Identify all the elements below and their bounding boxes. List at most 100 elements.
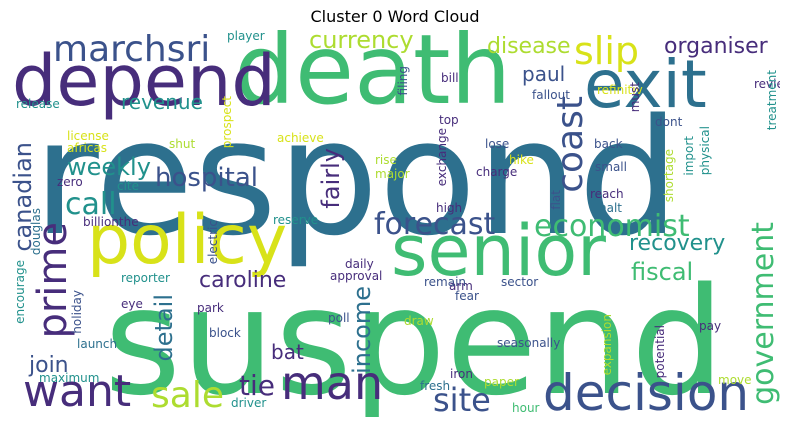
word-potential: potential bbox=[653, 325, 667, 379]
word-income: income bbox=[348, 286, 376, 374]
word-prospect: prospect bbox=[220, 96, 234, 149]
word-hospital: hospital bbox=[155, 163, 259, 193]
word-encourage: encourage bbox=[13, 260, 27, 324]
word-approval: approval bbox=[330, 269, 383, 283]
word-rise: rise bbox=[375, 153, 397, 167]
word-africas: africas bbox=[67, 141, 108, 155]
word-block: block bbox=[209, 326, 241, 340]
word-site: site bbox=[433, 381, 491, 417]
word-bill: bill bbox=[441, 71, 459, 85]
word-forecast: forecast bbox=[374, 207, 496, 242]
word-coast: coast bbox=[550, 96, 591, 193]
word-government: government bbox=[746, 222, 780, 405]
word-player: player bbox=[227, 30, 265, 43]
word-man: man bbox=[281, 356, 384, 410]
word-bat: bat bbox=[271, 340, 304, 364]
word-eye: eye bbox=[121, 297, 143, 311]
word-release: release bbox=[16, 97, 60, 111]
word-treatment: treatment bbox=[765, 70, 779, 131]
word-decision: decision bbox=[543, 364, 750, 417]
word-charge: charge bbox=[476, 165, 518, 179]
word-seasonally: seasonally bbox=[497, 336, 561, 350]
word-reserve: reserve bbox=[273, 213, 319, 227]
word-park: park bbox=[197, 301, 224, 315]
word-move: move bbox=[718, 373, 752, 387]
word-zero: zero bbox=[57, 175, 83, 189]
word-economist: economist bbox=[534, 209, 690, 244]
word-cite: cite bbox=[117, 179, 140, 193]
word-billionthe: billionthe bbox=[83, 215, 139, 229]
word-driver: driver bbox=[231, 396, 267, 410]
word-import: import bbox=[682, 136, 696, 176]
word-iron: iron bbox=[450, 367, 473, 381]
word-join: join bbox=[29, 353, 69, 378]
word-physical: physical bbox=[698, 126, 712, 176]
word-shut: shut bbox=[169, 137, 196, 151]
word-arm: arm bbox=[449, 279, 473, 293]
word-sector: sector bbox=[501, 275, 539, 289]
word-daily: daily bbox=[345, 257, 374, 271]
word-shortage: shortage bbox=[662, 149, 676, 203]
word-remain: remain bbox=[424, 275, 467, 289]
word-holiday: holiday bbox=[70, 290, 84, 334]
word-organiser: organiser bbox=[664, 34, 768, 59]
word-marchsri: marchsri bbox=[53, 30, 211, 70]
word-policy: policy bbox=[87, 201, 288, 280]
word-tie: tie bbox=[239, 369, 275, 402]
word-lose: lose bbox=[485, 137, 510, 151]
word-respond: respond bbox=[33, 84, 680, 271]
word-halt: halt bbox=[599, 201, 622, 215]
word-expansion: expansion bbox=[600, 314, 614, 376]
word-depend: depend bbox=[12, 40, 276, 122]
word-reach: reach bbox=[590, 187, 624, 201]
word-caroline: caroline bbox=[199, 268, 287, 293]
word-hour: hour bbox=[512, 401, 540, 415]
word-dont: dont bbox=[655, 115, 683, 129]
word-reporter: reporter bbox=[121, 271, 170, 285]
word-exchange: exchange bbox=[435, 128, 449, 187]
word-disease: disease bbox=[487, 34, 571, 59]
word-senior: senior bbox=[391, 210, 606, 292]
word-major: major bbox=[375, 167, 410, 181]
word-fiscal: fiscal bbox=[631, 258, 694, 286]
word-high: high bbox=[436, 201, 463, 215]
word-license: license bbox=[67, 129, 109, 143]
word-review: review bbox=[754, 77, 780, 91]
word-weekly: weekly bbox=[67, 153, 151, 181]
word-top: top bbox=[439, 113, 459, 127]
word-achieve: achieve bbox=[277, 131, 324, 145]
word-revenue: revenue bbox=[121, 90, 203, 114]
word-poll: poll bbox=[328, 311, 350, 325]
word-currency: currency bbox=[309, 30, 414, 54]
word-launch: launch bbox=[77, 337, 118, 351]
word-paper: paper bbox=[484, 375, 519, 389]
word-slip: slip bbox=[574, 30, 640, 73]
word-fairly: fairly bbox=[317, 148, 345, 209]
word-electric: electric bbox=[206, 220, 220, 265]
word-filing: filing bbox=[396, 66, 410, 96]
word-fallout: fallout bbox=[532, 88, 570, 102]
word-suspend: suspend bbox=[104, 256, 725, 417]
word-call: call bbox=[65, 187, 117, 222]
word-exit: exit bbox=[584, 46, 707, 123]
word-refinitiv: refinitiv bbox=[597, 83, 643, 97]
word-sale: sale bbox=[151, 375, 224, 416]
chart-title: Cluster 0 Word Cloud bbox=[310, 7, 480, 26]
word-must: must bbox=[628, 82, 642, 113]
word-draw: draw bbox=[404, 314, 434, 328]
word-flat: flat bbox=[549, 190, 563, 210]
word-recovery: recovery bbox=[629, 231, 726, 256]
word-detail: detail bbox=[150, 294, 178, 362]
word-small: small bbox=[595, 160, 627, 174]
word-want: want bbox=[23, 366, 132, 417]
word-pay: pay bbox=[699, 319, 722, 333]
word-paul: paul bbox=[522, 62, 566, 86]
word-hike: hike bbox=[509, 153, 534, 167]
word-fear: fear bbox=[455, 289, 479, 303]
word-maximum: maximum bbox=[39, 371, 100, 385]
word-back: back bbox=[594, 137, 623, 151]
word-fresh: fresh bbox=[420, 379, 451, 393]
word-death: death bbox=[234, 30, 512, 126]
word-douglas: douglas bbox=[29, 208, 43, 256]
word-cloud: respond suspend death depend policy senior exi… bbox=[9, 30, 780, 417]
